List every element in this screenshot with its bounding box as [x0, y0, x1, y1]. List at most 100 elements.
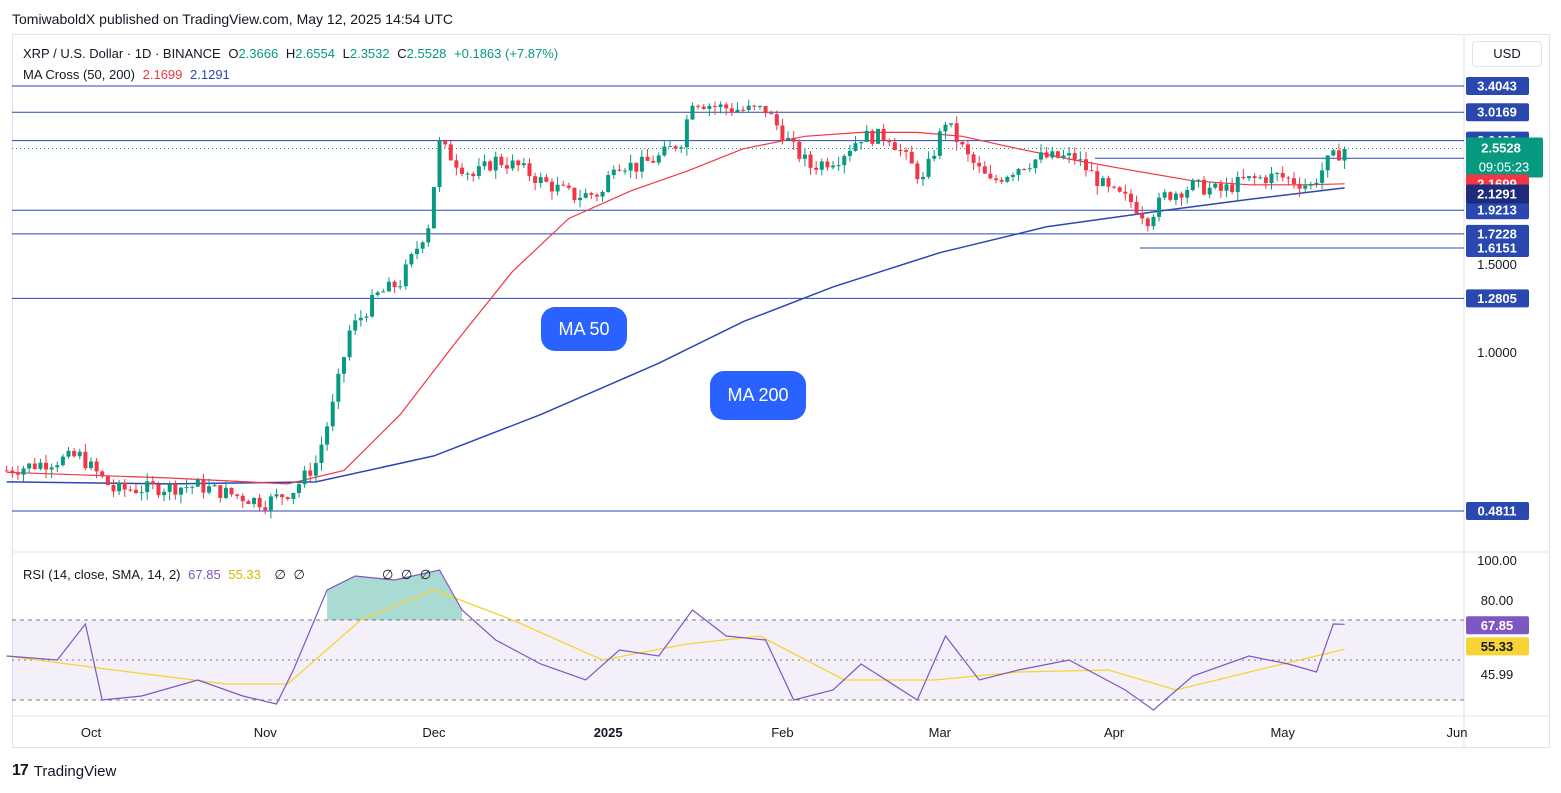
candle-body	[471, 173, 476, 177]
candle-body	[296, 484, 301, 493]
candle-body	[325, 426, 330, 445]
level-tag-bg	[1466, 77, 1529, 95]
candle-body	[431, 187, 436, 229]
level-tag: 1.6151	[1477, 240, 1517, 255]
candle-body	[1336, 150, 1341, 161]
candle-body	[32, 463, 37, 469]
candle-body	[364, 316, 369, 318]
candle-body	[375, 292, 380, 296]
candle-body	[229, 487, 234, 495]
level-tag-bg	[1466, 238, 1529, 257]
candle-body	[960, 141, 965, 145]
candle-body	[409, 254, 414, 265]
rsi-legend: RSI (14, close, SMA, 14, 2) 67.85 55.33 …	[23, 567, 309, 583]
candle-body	[38, 462, 43, 469]
level-tag: 3.0169	[1477, 105, 1517, 120]
candle-body	[77, 451, 82, 457]
candle-body	[999, 180, 1004, 182]
candle-body	[544, 177, 549, 182]
candle-body	[994, 178, 999, 181]
x-tick-label: Dec	[422, 725, 446, 740]
candle-body	[583, 193, 588, 198]
candle-body	[786, 137, 791, 141]
candle-body	[870, 130, 875, 144]
candle-body	[802, 154, 807, 159]
candle-body	[729, 108, 734, 113]
candle-body	[988, 173, 993, 179]
candle-body	[454, 160, 459, 168]
candle-body	[1185, 190, 1190, 198]
candle-body	[60, 456, 65, 466]
candle-body	[1112, 186, 1117, 188]
tradingview-brand[interactable]: 17 TradingView	[12, 762, 116, 780]
candle-body	[72, 450, 77, 457]
candle-body	[1314, 182, 1319, 184]
candle-body	[1230, 184, 1235, 193]
candle-body	[707, 105, 712, 109]
candle-body	[1106, 178, 1111, 187]
candle-body	[426, 228, 431, 243]
change-value: +0.1863 (+7.87%)	[454, 46, 559, 61]
candle-body	[358, 317, 363, 321]
candle-body	[836, 165, 841, 167]
candle-body	[1100, 178, 1105, 187]
candle-body	[589, 193, 594, 195]
open-label: O	[228, 46, 239, 61]
candle-body	[814, 167, 819, 170]
candle-body	[555, 184, 560, 192]
candle-body	[83, 451, 88, 469]
rsi-value-tag-bg	[1466, 616, 1529, 635]
candle-body	[982, 166, 987, 174]
low-label: L	[342, 46, 350, 61]
candle-body	[330, 401, 335, 427]
rsi-value: 67.85	[188, 567, 221, 582]
candle-body	[1044, 152, 1049, 158]
candle-body	[1179, 193, 1184, 198]
x-tick-label: Mar	[929, 725, 952, 740]
rsi-tick-label: 80.00	[1481, 593, 1514, 608]
candle-body	[218, 485, 223, 498]
open-value: 2.3666	[238, 46, 279, 61]
candle-body	[27, 463, 32, 469]
candle-body	[353, 320, 358, 331]
candle-body	[651, 160, 656, 163]
candle-body	[44, 462, 49, 470]
level-tag: 1.7228	[1477, 226, 1517, 241]
candle-body	[1123, 191, 1128, 194]
candle-body	[145, 481, 150, 493]
candle-body	[673, 146, 678, 149]
currency-button[interactable]: USD	[1472, 41, 1542, 67]
candle-body	[190, 486, 195, 488]
candle-body	[381, 291, 386, 293]
candle-body	[578, 197, 583, 201]
level-tag-bg	[1466, 103, 1529, 122]
candle-body	[645, 156, 650, 161]
candle-body	[1331, 150, 1336, 156]
chart-frame	[12, 34, 1550, 748]
candle-body	[690, 105, 695, 120]
rsi-tick-label: 45.99	[1481, 667, 1514, 682]
rsi-flag: ∅	[419, 567, 432, 582]
candle-body	[606, 175, 611, 192]
candle-body	[1022, 168, 1027, 170]
candle-body	[313, 463, 318, 476]
candle-body	[10, 470, 15, 474]
candle-body	[128, 489, 133, 491]
candle-body	[909, 151, 914, 164]
candle-body	[971, 154, 976, 163]
candle-body	[476, 166, 481, 177]
candle-body	[319, 444, 324, 464]
current-price-tag: 2.5528	[1481, 141, 1521, 156]
candle-body	[1196, 179, 1201, 181]
candle-body	[1078, 159, 1083, 161]
candle-body	[932, 155, 937, 159]
candle-body	[965, 144, 970, 155]
candle-body	[347, 330, 352, 358]
candle-body	[302, 470, 307, 485]
candle-body	[1016, 168, 1021, 175]
current-price-tag-bg	[1466, 137, 1543, 178]
candle-body	[954, 123, 959, 142]
ma200-annotation: MA 200	[710, 371, 806, 420]
candle-body	[460, 167, 465, 174]
